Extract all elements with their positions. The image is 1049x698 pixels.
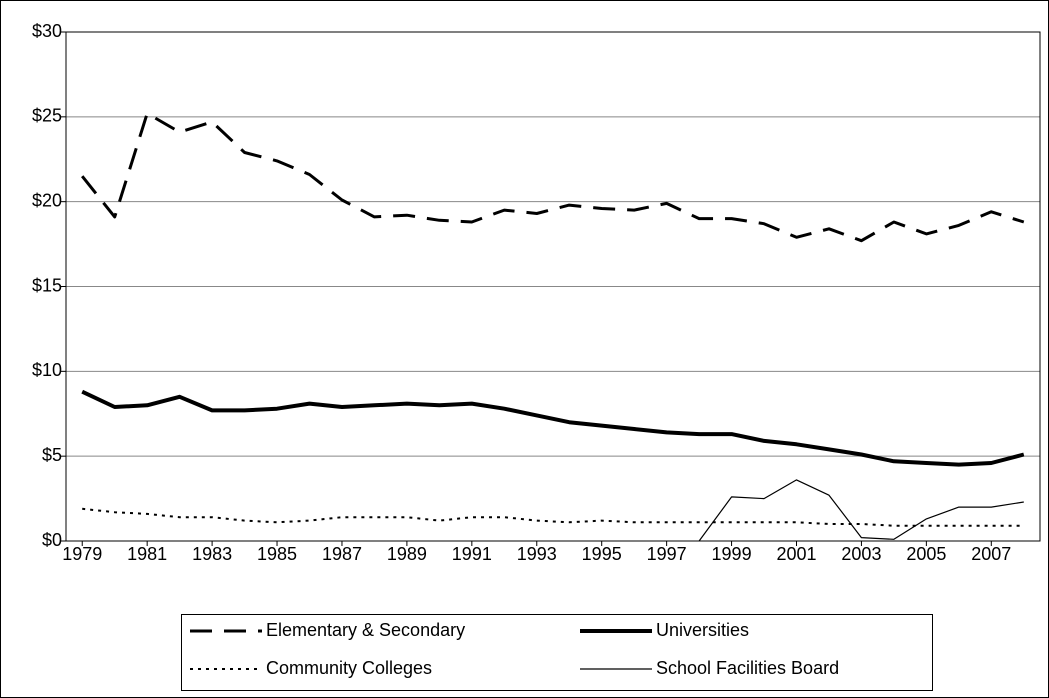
series-line (82, 507, 1024, 527)
x-tick-label: 1981 (127, 544, 167, 564)
y-tick-label: $20 (32, 190, 62, 210)
x-tick-label: 1985 (257, 544, 297, 564)
y-tick-label: $5 (42, 445, 62, 465)
series-line (81, 111, 1025, 243)
x-tick-label: 1993 (517, 544, 557, 564)
legend-label: Elementary & Secondary (266, 620, 465, 640)
y-tick-label: $25 (32, 106, 62, 126)
x-tick-label: 1983 (192, 544, 232, 564)
x-tick-label: 1997 (647, 544, 687, 564)
x-tick-label: 2007 (971, 544, 1011, 564)
legend-label: Community Colleges (266, 658, 432, 678)
x-tick-label: 1991 (452, 544, 492, 564)
x-tick-label: 1995 (582, 544, 622, 564)
x-tick-label: 2001 (776, 544, 816, 564)
x-tick-label: 1989 (387, 544, 427, 564)
legend-box (181, 614, 933, 691)
legend-label: School Facilities Board (656, 658, 839, 678)
y-tick-label: $10 (32, 360, 62, 380)
series-line (81, 389, 1025, 467)
x-tick-label: 1979 (62, 544, 102, 564)
x-tick-label: 1999 (712, 544, 752, 564)
x-tick-label: 1987 (322, 544, 362, 564)
y-tick-label: $15 (32, 275, 62, 295)
x-tick-label: 2003 (841, 544, 881, 564)
series-line (698, 479, 1024, 542)
y-tick-label: $30 (32, 21, 62, 41)
plot-area (65, 31, 1041, 542)
x-tick-label: 2005 (906, 544, 946, 564)
legend-label: Universities (656, 620, 749, 640)
y-tick-label: $0 (42, 530, 62, 550)
